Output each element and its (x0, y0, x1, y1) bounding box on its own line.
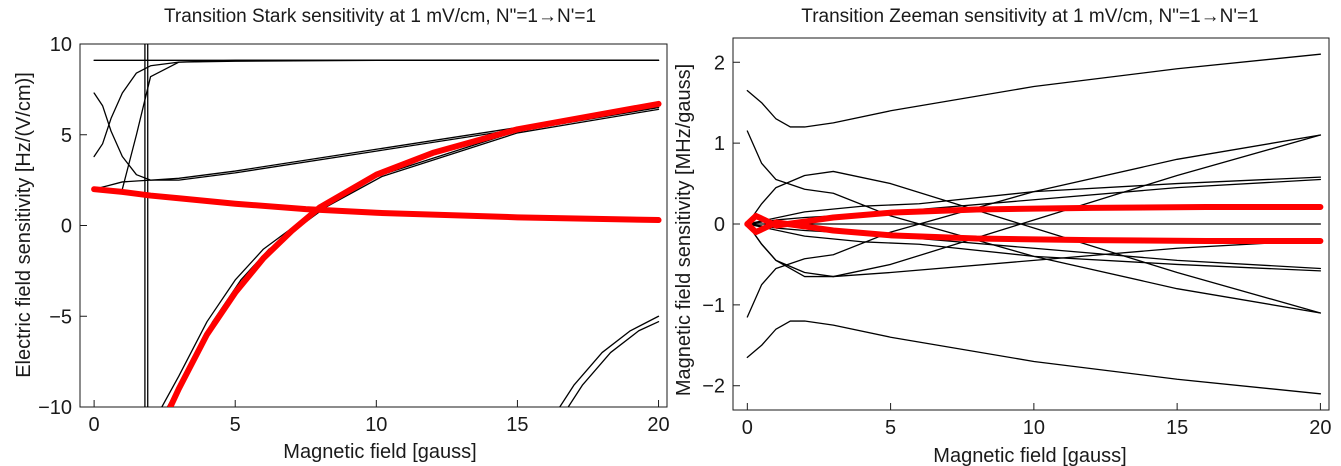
stark-y-label: Electric field sensitivity [Hz/(V/cm)] (13, 72, 35, 378)
zeeman-x-tick-label: 15 (1166, 417, 1188, 439)
stark-series-line (161, 106, 660, 407)
zeeman-ticks: 0 5 10 15 20 −2 −1 0 1 2 (702, 52, 1331, 439)
zeeman-series-line (746, 130, 1322, 314)
stark-series-line (166, 108, 660, 407)
zeeman-series-line (746, 53, 1322, 128)
zeeman-series-line (746, 223, 1322, 272)
stark-panel: Transition Stark sensitivity at 1 mV/cm,… (13, 6, 670, 463)
zeeman-x-tick-label: 0 (742, 417, 753, 439)
zeeman-series-line (746, 320, 1322, 395)
zeeman-y-tick-label: 1 (714, 133, 725, 155)
stark-plot-frame (79, 43, 668, 408)
zeeman-highlight-series-line (744, 219, 1324, 244)
zeeman-series-line (746, 223, 1322, 278)
zeeman-x-tick-label: 20 (1309, 417, 1331, 439)
stark-x-tick-label: 0 (89, 414, 100, 436)
stark-y-tick-label: −5 (49, 306, 72, 328)
stark-x-tick-label: 5 (230, 414, 241, 436)
zeeman-y-tick-label: −1 (702, 295, 725, 317)
zeeman-series-line (746, 134, 1322, 318)
stark-y-tick-label: 0 (61, 216, 72, 238)
stark-series-line (93, 105, 660, 190)
stark-y-tick-label: −10 (38, 397, 72, 419)
stark-x-label: Magnetic field [gauss] (283, 441, 476, 463)
stark-series-line (93, 92, 660, 181)
stark-x-tick-label: 10 (365, 414, 387, 436)
stark-highlight-series-line (167, 100, 662, 407)
zeeman-series (744, 53, 1324, 395)
zeeman-title: Transition Zeeman sensitivity at 1 mV/cm… (801, 6, 1258, 27)
zeeman-y-tick-label: −2 (702, 376, 725, 398)
zeeman-series-line (746, 176, 1322, 225)
zeeman-y-tick-label: 2 (714, 52, 725, 74)
stark-title: Transition Stark sensitivity at 1 mV/cm,… (164, 6, 596, 27)
zeeman-highlight-series-line (744, 204, 1324, 229)
zeeman-x-tick-label: 10 (1023, 417, 1045, 439)
zeeman-y-label: Magnetic field sensitivity [MHz/gauss] (673, 64, 695, 396)
zeeman-series-line (746, 170, 1322, 314)
stark-highlight-series-line (91, 186, 662, 224)
stark-series-line (559, 315, 660, 407)
stark-y-tick-label: 10 (50, 34, 72, 56)
stark-series-line (93, 59, 660, 158)
zeeman-y-tick-label: 0 (714, 214, 725, 236)
zeeman-x-tick-label: 5 (885, 417, 896, 439)
stark-series-line (567, 321, 660, 407)
stark-y-tick-label: 5 (61, 125, 72, 147)
stark-x-tick-label: 15 (506, 414, 528, 436)
zeeman-panel: Transition Zeeman sensitivity at 1 mV/cm… (673, 6, 1332, 466)
stark-ticks: 0 5 10 15 20 −10 −5 0 5 10 (38, 34, 670, 436)
stark-series (91, 44, 662, 407)
zeeman-x-label: Magnetic field [gauss] (933, 445, 1126, 466)
stark-x-tick-label: 20 (647, 414, 669, 436)
